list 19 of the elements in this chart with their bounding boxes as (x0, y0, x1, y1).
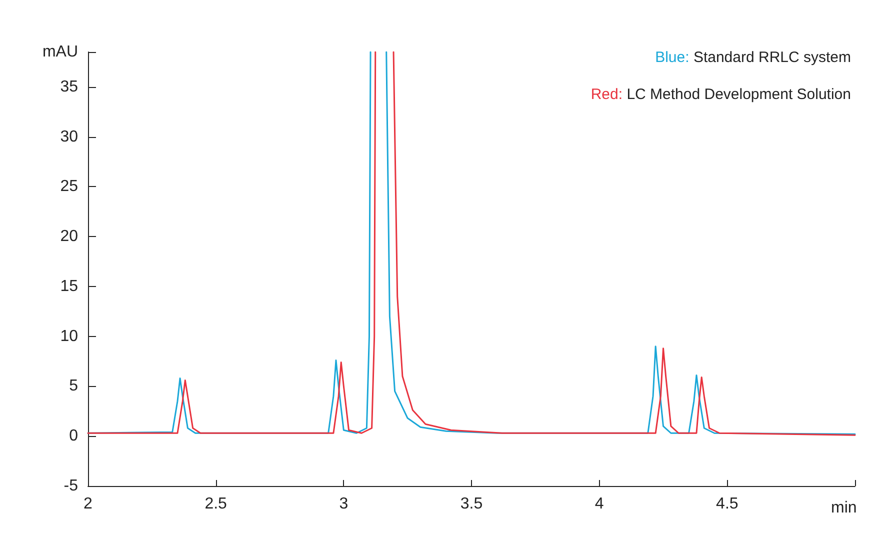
x-tick-label: 4 (594, 496, 604, 512)
y-tick-label: 15 (60, 278, 78, 295)
x-tick-label: 4.5 (716, 496, 738, 512)
y-tick-label: 10 (60, 328, 78, 345)
x-tick-label: 3 (339, 496, 348, 512)
x-tick-label: 2.5 (204, 496, 228, 512)
y-tick-label: 20 (60, 228, 78, 246)
y-tick-label: 25 (60, 178, 78, 196)
y-tick-label: 0 (69, 428, 78, 445)
x-tick-label: 3.5 (460, 496, 483, 512)
text: Blue: Standard RRLC system (655, 49, 852, 66)
text: Red: LC Method Development Solution (590, 86, 852, 103)
x-axis-title: min (831, 500, 857, 516)
x-tick-label: 2 (84, 496, 93, 512)
y-tick-label: 30 (60, 128, 78, 146)
y-tick-label: -5 (64, 478, 78, 494)
y-axis-title: mAU (42, 44, 78, 60)
y-tick-label: 35 (60, 78, 78, 96)
y-tick-label: 5 (69, 378, 78, 395)
